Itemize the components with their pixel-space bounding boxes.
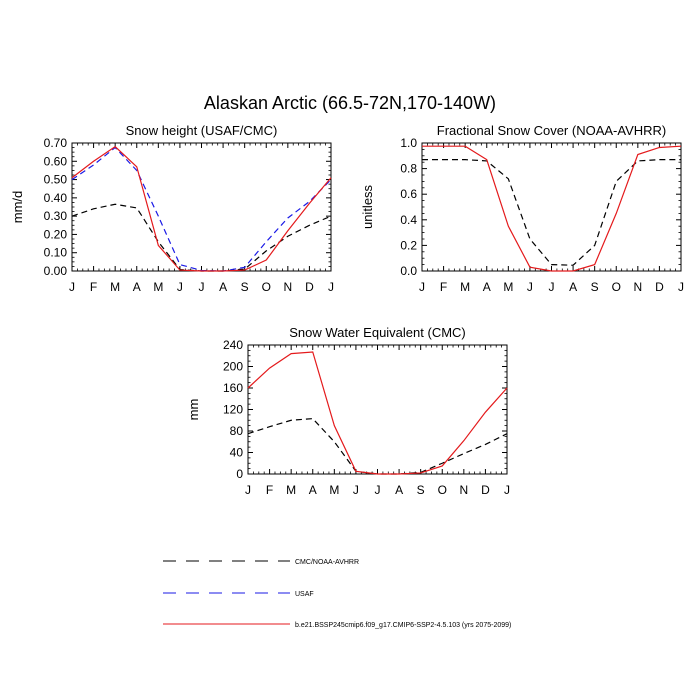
x-tick-label: F: [90, 280, 97, 294]
x-tick-label: M: [503, 280, 513, 294]
x-tick-label: A: [483, 280, 491, 294]
x-tick-label: J: [245, 483, 251, 497]
chart-title: Snow height (USAF/CMC): [126, 123, 278, 138]
main-title: Alaskan Arctic (66.5-72N,170-140W): [204, 93, 496, 113]
legend-label: USAF: [295, 591, 314, 598]
y-tick-label: 0.2: [400, 238, 417, 252]
x-tick-label: A: [309, 483, 317, 497]
chart-fractional-snow-cover: Fractional Snow Cover (NOAA-AVHRR) unitle…: [360, 123, 684, 294]
y-tick-label: 0.10: [44, 246, 68, 260]
x-tick-label: N: [633, 280, 642, 294]
x-tick-label: N: [459, 483, 468, 497]
y-tick-label: 120: [223, 403, 243, 417]
chart-snow-height: Snow height (USAF/CMC)mm/dJ F M A M J J A S O N D J0…: [10, 123, 334, 294]
x-tick-label: D: [305, 280, 314, 294]
x-tick-label: S: [591, 280, 599, 294]
x-tick-label: J: [549, 280, 555, 294]
x-tick-label: J: [199, 280, 205, 294]
plot-frame: [421, 142, 682, 272]
series-line-usaf: [71, 146, 332, 272]
y-tick-label: 200: [223, 360, 243, 374]
y-tick-label: 240: [223, 338, 243, 352]
chart-title: Fractional Snow Cover (NOAA-AVHRR): [437, 123, 666, 138]
x-tick-label: J: [177, 280, 183, 294]
legend: CMC/NOAA-AVHRR USAF b.e21.BSSP245cmip6.f09…: [163, 559, 511, 629]
y-tick-label: 0.40: [44, 191, 68, 205]
y-tick-label: 0.70: [44, 136, 68, 150]
series-line-model: [422, 145, 682, 272]
y-tick-label: 0.4: [400, 213, 417, 227]
x-tick-label: M: [460, 280, 470, 294]
x-tick-label: J: [419, 280, 425, 294]
plot-frame: [247, 344, 508, 475]
x-tick-label: J: [353, 483, 359, 497]
x-tick-label: A: [219, 280, 227, 294]
y-axis-label: unitless: [360, 184, 375, 229]
y-tick-label: 0.0: [400, 264, 417, 278]
x-tick-label: O: [438, 483, 447, 497]
x-tick-label: M: [153, 280, 163, 294]
series-line-model: [71, 145, 332, 272]
y-tick-label: 0.8: [400, 162, 417, 176]
x-tick-label: M: [286, 483, 296, 497]
x-tick-label: D: [655, 280, 664, 294]
y-tick-label: 1.0: [400, 136, 417, 150]
y-tick-label: 0.00: [44, 264, 68, 278]
x-tick-label: O: [612, 280, 621, 294]
y-tick-label: 160: [223, 381, 243, 395]
x-tick-label: N: [283, 280, 292, 294]
y-axis-label: mm/d: [10, 191, 25, 224]
x-tick-label: F: [440, 280, 447, 294]
y-tick-label: 0: [236, 467, 243, 481]
x-tick-label: M: [110, 280, 120, 294]
y-tick-label: 0.30: [44, 209, 68, 223]
x-tick-label: S: [241, 280, 249, 294]
x-tick-label: O: [262, 280, 271, 294]
x-tick-label: M: [329, 483, 339, 497]
x-tick-label: J: [678, 280, 684, 294]
y-tick-label: 0.6: [400, 187, 417, 201]
x-tick-label: D: [481, 483, 490, 497]
y-tick-label: 0.60: [44, 154, 68, 168]
y-tick-label: 80: [230, 424, 244, 438]
x-tick-label: J: [69, 280, 75, 294]
y-tick-label: 0.20: [44, 227, 68, 241]
y-tick-label: 40: [230, 446, 244, 460]
y-tick-label: 0.50: [44, 173, 68, 187]
chart-title: Snow Water Equivalent (CMC): [289, 325, 466, 340]
x-tick-label: A: [395, 483, 403, 497]
x-tick-label: J: [527, 280, 533, 294]
x-tick-label: J: [504, 483, 510, 497]
x-tick-label: S: [417, 483, 425, 497]
x-tick-label: A: [133, 280, 141, 294]
legend-label: b.e21.BSSP245cmip6.f09_g17.CMIP6-SSP2-4.…: [295, 622, 511, 629]
plot-frame: [71, 142, 332, 272]
chart-snow-water-equivalent: Snow Water Equivalent (CMC)mmJ F M A M J J A S O N…: [186, 325, 510, 497]
series-line-noaa-avhrr: [422, 159, 681, 266]
x-tick-label: J: [375, 483, 381, 497]
series-line-cmc: [247, 418, 508, 475]
series-line-model: [247, 351, 508, 475]
legend-label: CMC/NOAA-AVHRR: [295, 559, 359, 566]
x-tick-label: J: [328, 280, 334, 294]
x-tick-label: A: [569, 280, 577, 294]
y-axis-label: mm: [186, 399, 201, 421]
x-tick-label: F: [266, 483, 273, 497]
